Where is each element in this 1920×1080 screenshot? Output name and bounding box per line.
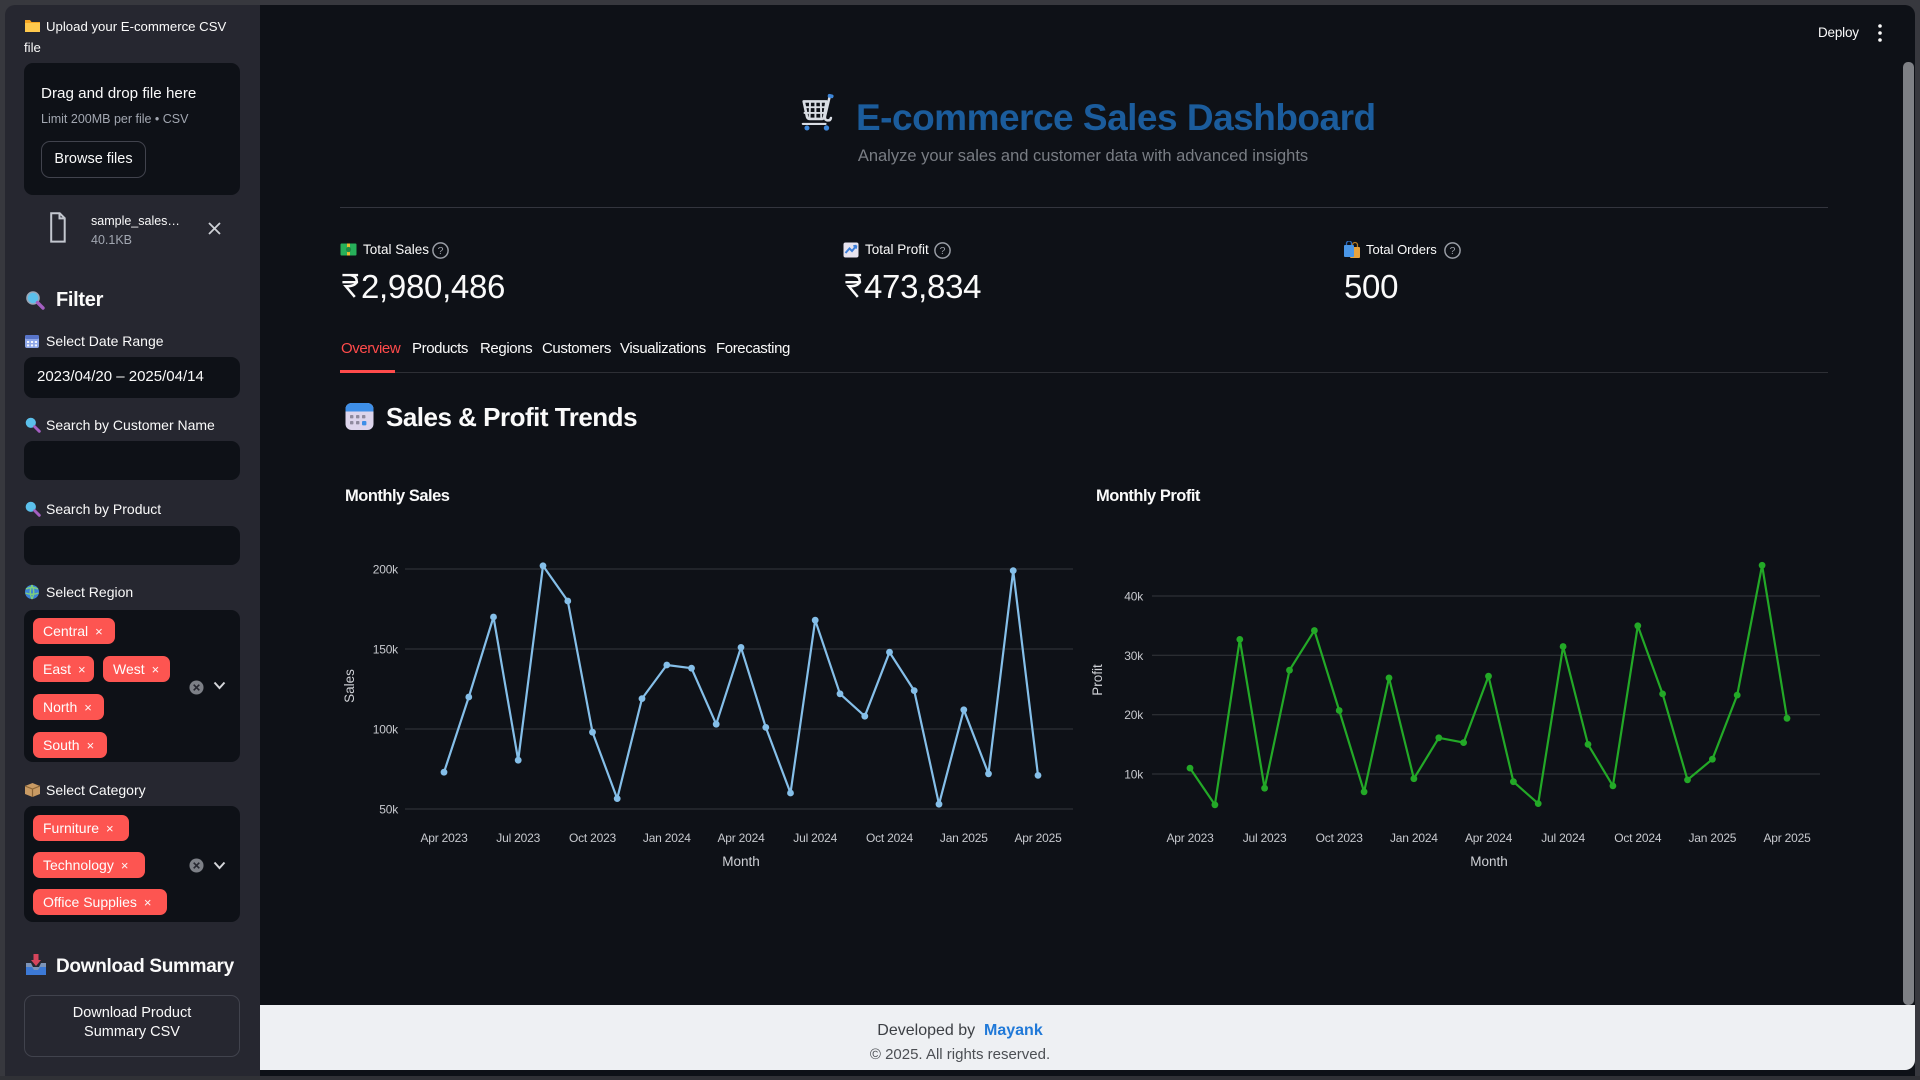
svg-text:Month: Month	[1470, 854, 1508, 869]
svg-text:Jan 2024: Jan 2024	[1390, 831, 1438, 845]
svg-text:Apr 2024: Apr 2024	[717, 831, 765, 845]
svg-text:Month: Month	[722, 854, 760, 869]
svg-text:100k: 100k	[373, 723, 399, 737]
svg-text:Jul 2024: Jul 2024	[1541, 831, 1585, 845]
svg-text:Apr 2023: Apr 2023	[1166, 831, 1214, 845]
svg-text:Oct 2024: Oct 2024	[866, 831, 914, 845]
svg-text:Oct 2023: Oct 2023	[569, 831, 617, 845]
svg-text:40k: 40k	[1124, 590, 1144, 604]
svg-text:Jul 2023: Jul 2023	[496, 831, 540, 845]
svg-text:20k: 20k	[1124, 708, 1144, 722]
svg-text:50k: 50k	[379, 803, 399, 817]
svg-text:Apr 2025: Apr 2025	[1014, 831, 1062, 845]
svg-text:Jan 2025: Jan 2025	[940, 831, 988, 845]
svg-text:10k: 10k	[1124, 768, 1144, 782]
svg-text:Jan 2025: Jan 2025	[1689, 831, 1737, 845]
svg-text:Apr 2025: Apr 2025	[1763, 831, 1811, 845]
svg-text:Apr 2024: Apr 2024	[1465, 831, 1513, 845]
svg-text:200k: 200k	[373, 563, 399, 577]
svg-text:150k: 150k	[373, 643, 399, 657]
svg-text:30k: 30k	[1124, 649, 1144, 663]
svg-text:Apr 2023: Apr 2023	[420, 831, 468, 845]
svg-text:Oct 2023: Oct 2023	[1316, 831, 1364, 845]
svg-text:Sales: Sales	[342, 669, 357, 703]
svg-text:Jan 2024: Jan 2024	[643, 831, 691, 845]
svg-text:Monthly Profit: Monthly Profit	[1096, 487, 1201, 505]
svg-text:Oct 2024: Oct 2024	[1614, 831, 1662, 845]
svg-text:Profit: Profit	[1090, 664, 1105, 696]
svg-text:Jul 2024: Jul 2024	[793, 831, 837, 845]
svg-text:Monthly Sales: Monthly Sales	[345, 487, 450, 505]
svg-text:Jul 2023: Jul 2023	[1243, 831, 1287, 845]
